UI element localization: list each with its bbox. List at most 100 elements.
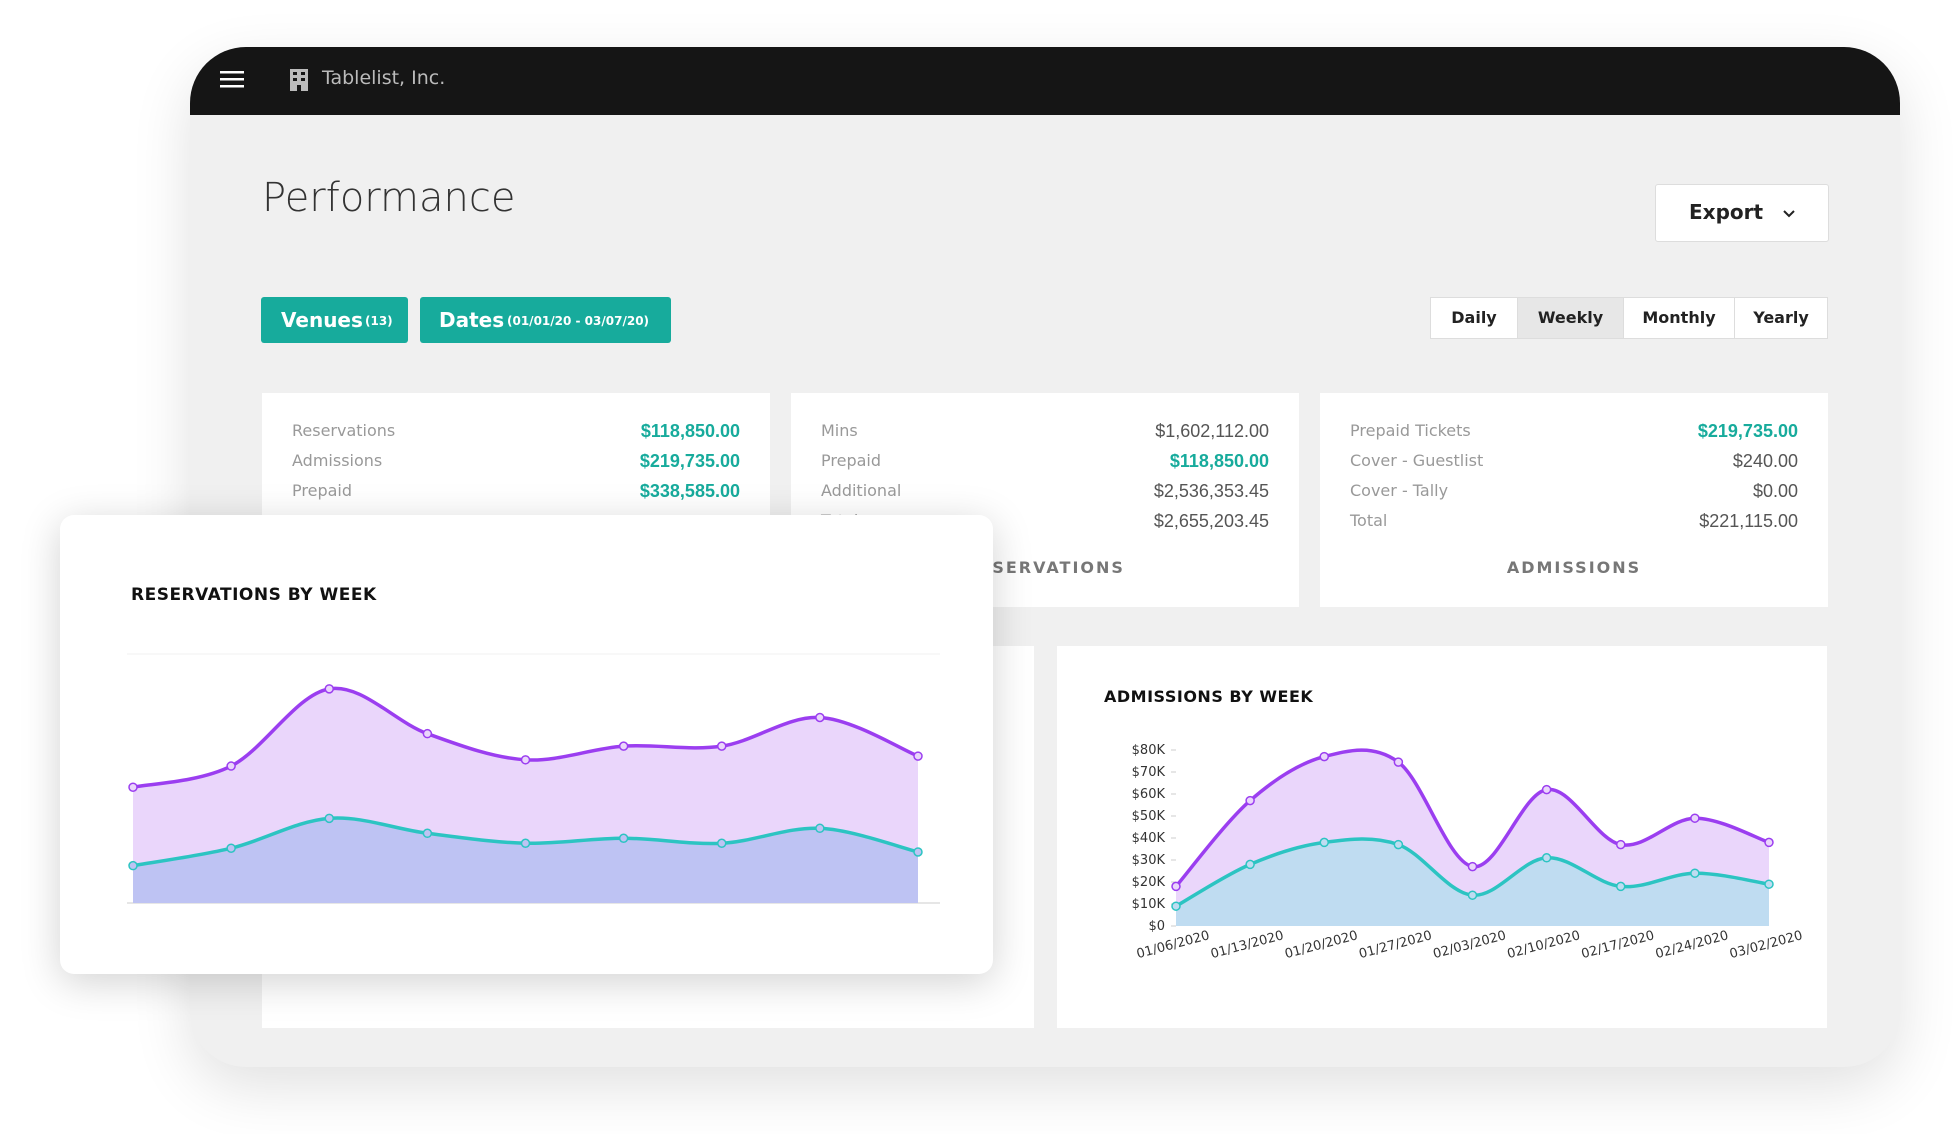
stat-label: Admissions (292, 451, 383, 470)
point (128, 860, 138, 871)
stat-row: Cover - Tally $0.00 (1350, 481, 1798, 505)
filter-label: Dates (439, 308, 505, 332)
stat-label: Cover - Tally (1350, 481, 1449, 500)
chart-card: ADMISSIONS BY WEEK $0 $10K $20K $30K $40K $50K… (1057, 646, 1827, 1028)
card-title: ADMISSIONS (1506, 558, 1642, 577)
stat-row: Prepaid $118,850.00 (821, 451, 1269, 475)
period-option[interactable]: Monthly (1623, 297, 1735, 339)
x-tick-label: 01/20/2020 (1283, 928, 1359, 962)
point (1245, 795, 1255, 806)
point (1319, 837, 1329, 848)
point (1467, 890, 1478, 900)
chevron (1783, 210, 1795, 218)
stat-value: $1,602,112.00 (1155, 421, 1269, 441)
point (1245, 859, 1255, 870)
y-tick-label: $10K (1132, 897, 1166, 912)
stat-row: Reservations $118,850.00 (292, 421, 740, 445)
dates-filter[interactable]: Dates (01/01/20 - 03/07/20) (420, 297, 671, 343)
point (913, 751, 923, 761)
stat-value: $2,536,353.45 (1153, 481, 1269, 501)
point (226, 761, 236, 771)
point (618, 741, 629, 751)
period-option[interactable]: Daily (1430, 297, 1518, 339)
x-tick-label: 02/24/2020 (1654, 928, 1730, 962)
stat-label: Additional (821, 481, 902, 500)
stat-row: Mins $1,602,112.00 (821, 421, 1269, 445)
overlay-card: RESERVATIONS BY WEEK (60, 515, 993, 974)
stat-value: $2,655,203.45 (1153, 511, 1269, 531)
stat-value: $221,115.00 (1699, 511, 1798, 531)
admissions-chart: ADMISSIONS BY WEEK $0 $10K $20K $30K $40K $50K… (1104, 687, 1804, 962)
building-icon (290, 69, 308, 91)
y-tick-label: $70K (1132, 765, 1166, 780)
point (1690, 813, 1700, 823)
stat-value: $118,850.00 (1169, 451, 1269, 471)
point (1616, 881, 1626, 892)
chart-title: RESERVATIONS BY WEEK (131, 585, 377, 605)
stat-value: $338,585.00 (639, 481, 740, 501)
stat-value: $219,735.00 (639, 451, 740, 471)
period-option[interactable]: Yearly (1734, 297, 1828, 339)
point (1616, 839, 1626, 850)
stat-value: $240.00 (1732, 451, 1798, 471)
stat-label: Prepaid Tickets (1350, 421, 1471, 440)
stat-label: Reservations (292, 421, 396, 440)
period-option[interactable]: Weekly (1517, 297, 1624, 339)
stat-label: Total (1350, 511, 1388, 530)
point (1764, 837, 1774, 848)
x-tick-label: 01/06/2020 (1135, 928, 1211, 962)
stat-row: Prepaid $338,585.00 (292, 481, 740, 505)
point (815, 712, 825, 723)
stat-label: Prepaid (292, 481, 352, 500)
point (324, 813, 334, 824)
x-tick-label: 01/27/2020 (1357, 928, 1433, 962)
stat-row: Total $221,115.00 (1350, 511, 1798, 535)
point (422, 728, 433, 739)
reservations-chart: RESERVATIONS BY WEEK (127, 585, 940, 904)
stat-value: $118,850.00 (640, 421, 740, 441)
point (1171, 881, 1181, 892)
point (1171, 901, 1181, 911)
filter-range: (01/01/20 - 03/07/20) (507, 314, 650, 328)
x-tick-label: 02/03/2020 (1432, 928, 1508, 962)
stat-row: Admissions $219,735.00 (292, 451, 740, 475)
menu-icon[interactable] (218, 67, 246, 91)
x-tick-label: 02/10/2020 (1506, 928, 1582, 962)
y-tick-label: $20K (1132, 875, 1166, 890)
point (1764, 879, 1774, 889)
point (1541, 853, 1552, 863)
stat-row: Cover - Guestlist $240.00 (1350, 451, 1798, 475)
point (717, 838, 727, 848)
point (520, 838, 531, 848)
y-tick-label: $30K (1132, 853, 1166, 868)
point (324, 684, 334, 694)
y-tick-label: $60K (1132, 787, 1166, 802)
stat-value: $219,735.00 (1697, 421, 1798, 441)
card-title: RESERVATIONS (965, 558, 1125, 577)
stat-label: Mins (821, 421, 858, 440)
y-tick-label: $50K (1132, 809, 1166, 824)
stat-card: Prepaid Tickets $219,735.00 Cover - Guestl… (1320, 393, 1828, 607)
point (520, 755, 531, 765)
point (128, 782, 138, 792)
point (1690, 868, 1700, 878)
y-tick-label: $0 (1148, 919, 1165, 934)
company-name: Tablelist, Inc. (322, 67, 446, 89)
x-tick-label: 02/17/2020 (1580, 928, 1656, 962)
export-label: Export (1689, 200, 1764, 224)
top-bar: Tablelist, Inc. (190, 47, 1900, 115)
point (1541, 784, 1552, 795)
export-button[interactable]: Export (1655, 184, 1829, 242)
stat-row: Prepaid Tickets $219,735.00 (1350, 421, 1798, 445)
stat-value: $0.00 (1752, 481, 1798, 501)
x-tick-label: 01/13/2020 (1209, 928, 1285, 962)
point (1467, 861, 1478, 872)
point (913, 847, 923, 857)
point (1319, 751, 1329, 762)
point (422, 828, 433, 839)
point (226, 843, 236, 853)
chart-title: ADMISSIONS BY WEEK (1104, 687, 1313, 706)
venues-filter[interactable]: Venues (13) (261, 297, 408, 343)
point (1393, 839, 1404, 850)
